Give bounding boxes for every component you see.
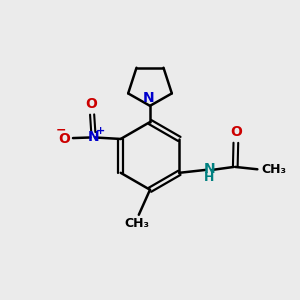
- Text: −: −: [56, 123, 66, 136]
- Text: O: O: [85, 97, 98, 111]
- Text: O: O: [230, 125, 242, 139]
- Text: O: O: [58, 132, 70, 146]
- Text: CH₃: CH₃: [125, 217, 150, 230]
- Text: N: N: [143, 91, 154, 105]
- Text: +: +: [96, 126, 106, 136]
- Text: H: H: [204, 171, 214, 184]
- Text: CH₃: CH₃: [262, 163, 287, 176]
- Text: N: N: [88, 130, 99, 144]
- Text: N: N: [203, 162, 215, 176]
